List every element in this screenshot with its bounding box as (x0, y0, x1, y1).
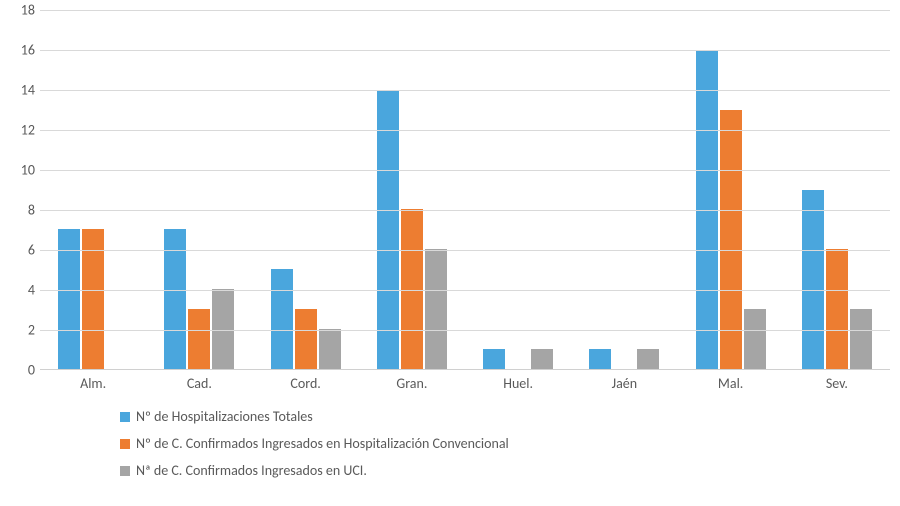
bar (744, 309, 766, 369)
legend-item-2: Nª de C. Confirmados Ingresados en UCI. (120, 462, 509, 479)
y-tick-label: 16 (5, 42, 35, 59)
y-tick-label: 8 (5, 202, 35, 219)
gridline (40, 10, 890, 11)
hospitalizations-bar-chart: 0 2 4 6 8 10 12 14 16 18 Alm.Cad.Cord.Gran.Huel.J… (0, 0, 900, 506)
gridline (40, 130, 890, 131)
gridline (40, 330, 890, 331)
bar (295, 309, 317, 369)
bar (826, 249, 848, 369)
y-tick-label: 14 (5, 82, 35, 99)
gridline (40, 290, 890, 291)
y-tick-label: 4 (5, 282, 35, 299)
bar (589, 349, 611, 369)
y-tick-label: 10 (5, 162, 35, 179)
legend: Nº de Hospitalizaciones Totales Nº de C.… (120, 408, 509, 489)
bar (319, 329, 341, 369)
category-group (678, 10, 784, 369)
gridline (40, 250, 890, 251)
legend-item-1: Nº de C. Confirmados Ingresados en Hospi… (120, 435, 509, 452)
x-tick-label: Huel. (465, 375, 571, 392)
bars-area (40, 10, 890, 369)
y-tick-label: 12 (5, 122, 35, 139)
x-axis-labels: Alm.Cad.Cord.Gran.Huel.JaénMal.Sev. (40, 375, 890, 392)
legend-swatch-1 (120, 439, 130, 449)
category-group (571, 10, 677, 369)
x-tick-label: Sev. (784, 375, 890, 392)
category-group (146, 10, 252, 369)
gridline (40, 90, 890, 91)
bar (425, 249, 447, 369)
x-tick-label: Alm. (40, 375, 146, 392)
x-tick-label: Cad. (146, 375, 252, 392)
legend-swatch-2 (120, 466, 130, 476)
legend-label-0: Nº de Hospitalizaciones Totales (136, 408, 313, 425)
bar (850, 309, 872, 369)
x-tick-label: Cord. (253, 375, 359, 392)
gridline (40, 50, 890, 51)
bar (483, 349, 505, 369)
bar (377, 90, 399, 369)
category-group (40, 10, 146, 369)
y-tick-label: 6 (5, 242, 35, 259)
x-tick-label: Jaén (571, 375, 677, 392)
category-group (465, 10, 571, 369)
legend-label-1: Nº de C. Confirmados Ingresados en Hospi… (136, 435, 509, 452)
y-tick-label: 18 (5, 2, 35, 19)
category-group (784, 10, 890, 369)
category-group (253, 10, 359, 369)
y-tick-label: 2 (5, 322, 35, 339)
legend-item-0: Nº de Hospitalizaciones Totales (120, 408, 509, 425)
legend-label-2: Nª de C. Confirmados Ingresados en UCI. (136, 462, 367, 479)
y-tick-label: 0 (5, 362, 35, 379)
x-tick-label: Gran. (359, 375, 465, 392)
bar (531, 349, 553, 369)
gridline (40, 210, 890, 211)
legend-swatch-0 (120, 412, 130, 422)
x-tick-label: Mal. (678, 375, 784, 392)
plot-area (40, 10, 890, 370)
category-group (359, 10, 465, 369)
bar (637, 349, 659, 369)
bar (188, 309, 210, 369)
bar (802, 190, 824, 370)
gridline (40, 170, 890, 171)
bar (271, 269, 293, 369)
